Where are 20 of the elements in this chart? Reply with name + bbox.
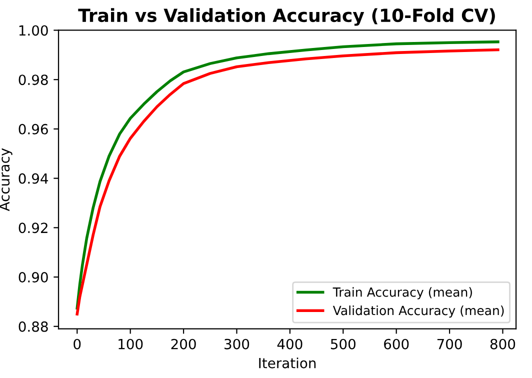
x-tick-label: 0: [74, 338, 81, 350]
legend-label: Train Accuracy (mean): [332, 287, 472, 300]
x-tick-label: 200: [171, 338, 196, 350]
x-tick-label: 300: [224, 338, 250, 350]
y-tick-label: 0.92: [18, 222, 48, 234]
x-tick-label: 100: [118, 338, 143, 350]
x-tick-label: 400: [277, 338, 302, 350]
y-tick-label: 0.90: [18, 272, 48, 283]
y-tick-label: 0.94: [18, 173, 48, 184]
legend-label: Validation Accuracy (mean): [332, 306, 504, 318]
x-tick-label: 600: [384, 338, 409, 350]
y-tick-label: 0.96: [18, 124, 48, 134]
x-tick-label: 800: [490, 338, 516, 350]
chart-title: Train vs Validation Accuracy (10-Fold CV): [78, 8, 495, 26]
x-tick-label: 700: [437, 338, 462, 350]
y-tick-label: 0.88: [18, 321, 48, 332]
x-tick-label: 500: [330, 338, 356, 350]
y-tick-label: 1.00: [19, 25, 48, 36]
y-tick-label: 0.98: [18, 74, 48, 86]
x-axis-title: Iteration: [259, 358, 316, 368]
